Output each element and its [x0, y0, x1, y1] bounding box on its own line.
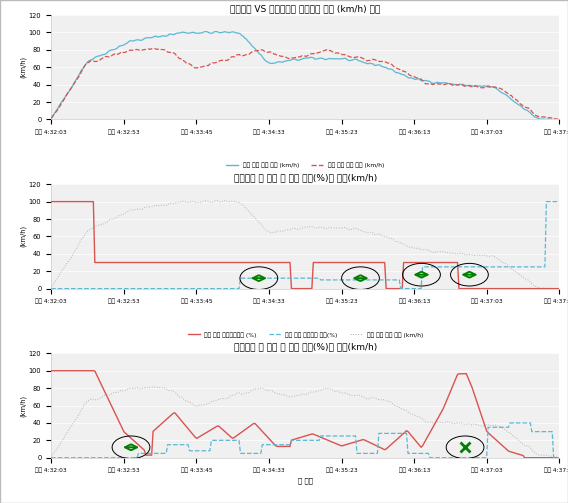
Y-axis label: (km/h): (km/h)	[19, 394, 26, 416]
Title: 자동운전 시 추진 및 제동 노치(%)와 속도(km/h): 자동운전 시 추진 및 제동 노치(%)와 속도(km/h)	[233, 342, 377, 351]
X-axis label: 축 제목: 축 제목	[298, 477, 313, 484]
Legend: 수동 운전 추진노치계산 (%), 수동 운전 제동노치 계산(%), 수동 운전 평균 속도 (km/h): 수동 운전 추진노치계산 (%), 수동 운전 제동노치 계산(%), 수동 운…	[185, 329, 425, 340]
Title: 수동운전 VS 자동운전시 열차운행 속도 (km/h) 비교: 수동운전 VS 자동운전시 열차운행 속도 (km/h) 비교	[230, 4, 381, 13]
Y-axis label: (km/h): (km/h)	[19, 225, 26, 247]
Y-axis label: (km/h): (km/h)	[19, 56, 26, 78]
Legend: 수동 운전 평균 속도 (km/h), 자동 운전 평균 속도 (km/h): 수동 운전 평균 속도 (km/h), 자동 운전 평균 속도 (km/h)	[224, 160, 387, 171]
Title: 수동운전 시 추진 및 제동 노치(%)와 속도(km/h): 수동운전 시 추진 및 제동 노치(%)와 속도(km/h)	[233, 173, 377, 182]
